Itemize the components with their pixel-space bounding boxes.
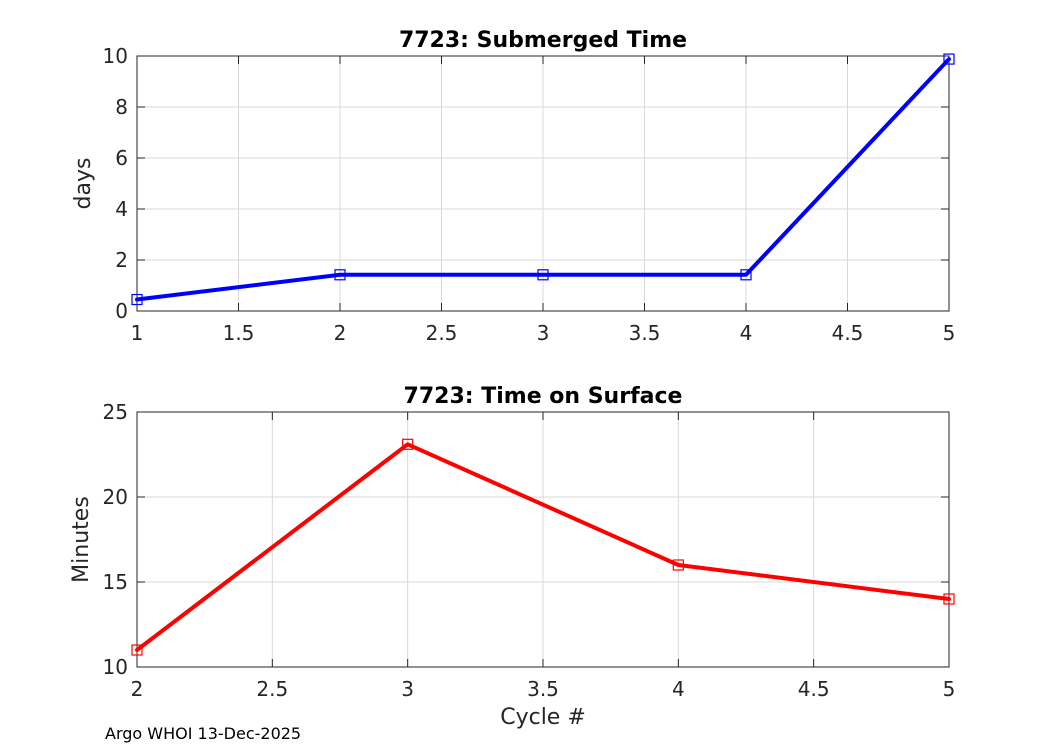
x-tick-label: 1 xyxy=(131,321,144,345)
chart-title: 7723: Submerged Time xyxy=(399,28,687,53)
series-line xyxy=(135,57,951,302)
data-point-marker xyxy=(131,644,143,656)
data-point-marker xyxy=(672,559,684,571)
x-tick-label: 4.5 xyxy=(798,677,830,701)
y-axis-label: Minutes xyxy=(69,496,94,583)
time-on-surface-chart: 2 2.5 3 3.5 4 4.5 5 10 15 20 25 7723: Time on Surfa… xyxy=(69,384,955,730)
data-point-marker xyxy=(943,53,955,65)
chart-title: 7723: Time on Surface xyxy=(404,384,683,409)
x-tick-label: 4.5 xyxy=(832,321,864,345)
x-tick-label: 2 xyxy=(334,321,347,345)
x-tick-label: 3.5 xyxy=(527,677,559,701)
data-point-marker xyxy=(131,293,143,306)
x-tick-label: 4 xyxy=(672,677,685,701)
x-tick-label: 2 xyxy=(131,677,144,701)
footer-credit: Argo WHOI 13-Dec-2025 xyxy=(105,724,302,743)
y-tick-label: 10 xyxy=(103,655,128,679)
series-line xyxy=(135,442,951,652)
data-point-marker xyxy=(402,438,414,450)
data-point-marker xyxy=(943,593,955,605)
y-tick-label: 2 xyxy=(115,248,128,272)
x-axis-label: Cycle # xyxy=(500,705,586,730)
x-tick-label: 4 xyxy=(740,321,753,345)
y-tick-label: 4 xyxy=(115,197,128,221)
x-tick-label: 1.5 xyxy=(223,321,255,345)
x-tick-label: 2.5 xyxy=(426,321,458,345)
y-axis-label: days xyxy=(71,158,96,210)
y-tick-label: 0 xyxy=(115,299,128,323)
y-tick-label: 6 xyxy=(115,146,128,170)
y-tick-label: 10 xyxy=(103,44,128,68)
x-tick-label: 5 xyxy=(943,321,956,345)
submerged-time-chart: 1 1.5 2 2.5 3 3.5 4 4.5 5 0 2 4 6 8 10 7723: Submerged … xyxy=(71,28,955,345)
y-tick-label: 25 xyxy=(103,400,128,424)
y-tick-label: 20 xyxy=(103,485,128,509)
data-point-marker xyxy=(334,269,346,281)
y-tick-label: 8 xyxy=(115,95,128,119)
x-tick-label: 3 xyxy=(537,321,550,345)
data-point-marker xyxy=(740,269,752,281)
x-tick-label: 3.5 xyxy=(629,321,661,345)
x-tick-label: 3 xyxy=(401,677,414,701)
x-tick-label: 5 xyxy=(943,677,956,701)
x-tick-label: 2.5 xyxy=(256,677,288,701)
data-point-marker xyxy=(537,269,549,281)
y-tick-label: 15 xyxy=(103,570,128,594)
